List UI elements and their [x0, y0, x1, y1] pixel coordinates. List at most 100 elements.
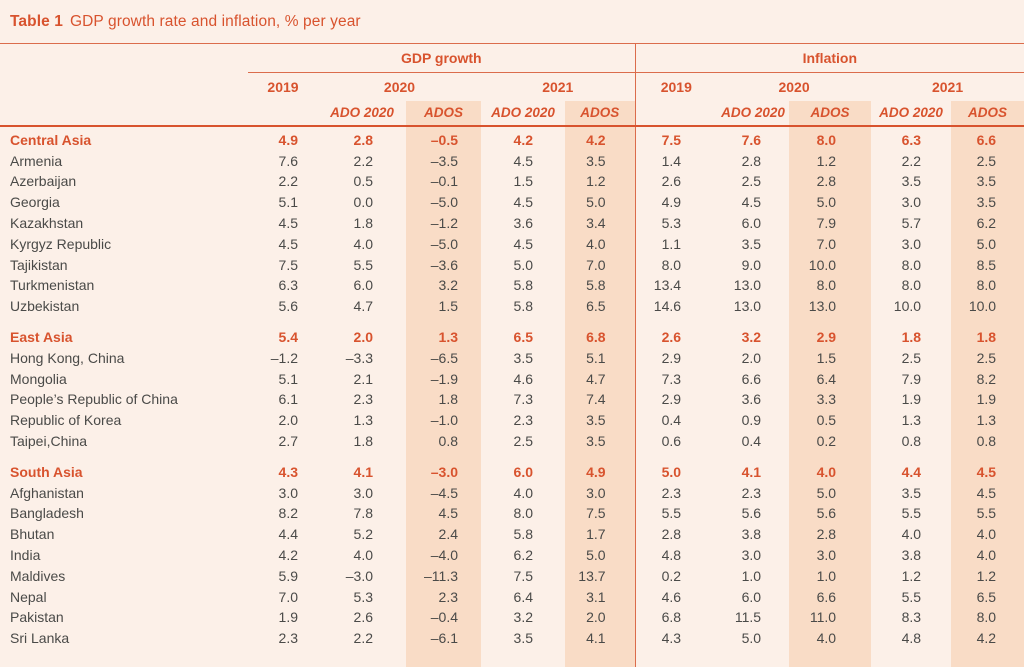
- value-cell: 1.2: [901, 567, 922, 584]
- row-label: Central Asia: [10, 131, 92, 148]
- value-cell: 14.6: [634, 295, 718, 317]
- filler-cell: [565, 648, 636, 667]
- value-cell: 6.6: [741, 370, 762, 387]
- value-cell: 7.9: [789, 212, 872, 234]
- page-title: GDP growth rate and inflation, % per yea…: [69, 13, 361, 30]
- value-cell: 0.0: [353, 194, 373, 211]
- country-row: Sri Lanka 2.3 2.2 –6.1 3.5 4.1 4.3 5.0 4.0 4.8 4.2: [0, 627, 1024, 649]
- value-cell: –1.2: [406, 212, 481, 234]
- value-cell: 4.0: [353, 235, 373, 252]
- value-cell: 4.2: [513, 131, 533, 148]
- value-cell: 5.8: [513, 526, 533, 543]
- value-cell: 6.0: [353, 277, 373, 294]
- value-cell: 3.5: [951, 171, 1024, 192]
- value-cell: 4.0: [789, 627, 872, 649]
- row-label: Afghanistan: [10, 484, 84, 501]
- value-cell: 2.8: [741, 152, 762, 169]
- value-cell: 7.5: [634, 125, 718, 151]
- country-row: People’s Republic of China 6.1 2.3 1.8 7.3 7.…: [0, 389, 1024, 410]
- value-cell: 6.2: [951, 212, 1024, 234]
- value-cell: 1.9: [901, 391, 922, 408]
- value-cell: 13.4: [634, 275, 718, 296]
- value-cell: 8.2: [278, 505, 298, 522]
- row-label: Nepal: [10, 588, 47, 605]
- value-cell: 0.8: [951, 430, 1024, 452]
- country-row: Afghanistan 3.0 3.0 –4.5 4.0 3.0 2.3 2.3 5.0 3.5 4…: [0, 482, 1024, 504]
- value-cell: 3.5: [741, 235, 762, 252]
- value-cell: 7.0: [278, 588, 298, 605]
- value-cell: 1.1: [634, 233, 718, 255]
- value-cell: –3.0: [406, 451, 481, 483]
- value-cell: 7.9: [901, 370, 922, 387]
- value-cell: 6.5: [513, 329, 533, 346]
- value-cell: 2.3: [634, 482, 718, 504]
- value-cell: 11.0: [789, 607, 872, 628]
- group-header-row: GDP growth Inflation: [0, 43, 1024, 73]
- gdp-2021-ado-header: ADO 2020: [481, 100, 565, 127]
- filler-cell: [789, 648, 872, 667]
- value-cell: 4.5: [278, 235, 298, 252]
- value-cell: 2.8: [353, 131, 373, 148]
- country-row: Azerbaijan 2.2 0.5 –0.1 1.5 1.2 2.6 2.5 2.8 3.5 3.…: [0, 171, 1024, 192]
- value-cell: –4.5: [406, 482, 481, 504]
- country-row: Armenia 7.6 2.2 –3.5 4.5 3.5 1.4 2.8 1.2 2.2 2.5: [0, 150, 1024, 172]
- value-cell: 2.5: [513, 433, 533, 450]
- gdp-2021-ados-header: ADOS: [565, 100, 636, 127]
- value-cell: 4.4: [901, 463, 922, 480]
- value-cell: 4.0: [513, 484, 533, 501]
- row-label: Bangladesh: [10, 505, 84, 522]
- value-cell: 2.5: [901, 349, 922, 366]
- value-cell: 13.7: [565, 565, 636, 587]
- value-cell: 5.8: [513, 298, 533, 315]
- row-label: People’s Republic of China: [10, 391, 178, 408]
- value-cell: 0.5: [789, 409, 872, 431]
- value-cell: 6.8: [634, 607, 718, 628]
- value-cell: 10.0: [789, 254, 872, 276]
- value-cell: 5.5: [901, 505, 922, 522]
- value-cell: 5.8: [565, 275, 636, 296]
- value-cell: 1.5: [406, 295, 481, 317]
- value-cell: 3.5: [513, 630, 533, 647]
- value-cell: 13.0: [789, 295, 872, 317]
- value-cell: 4.5: [278, 215, 298, 232]
- value-cell: 1.8: [951, 316, 1024, 348]
- value-cell: 5.5: [353, 256, 373, 273]
- empty-cell: [248, 100, 318, 127]
- inflation-group-header: Inflation: [634, 43, 1024, 73]
- corner-cell: [0, 100, 248, 127]
- table-number: Table 1: [10, 13, 63, 30]
- value-cell: 8.5: [951, 254, 1024, 276]
- row-label: Turkmenistan: [10, 277, 95, 294]
- row-label: Azerbaijan: [10, 173, 77, 190]
- country-row: Pakistan 1.9 2.6 –0.4 3.2 2.0 6.8 11.5 11.0 8.3 8.…: [0, 607, 1024, 628]
- value-cell: 2.7: [278, 433, 298, 450]
- value-cell: 6.5: [951, 586, 1024, 608]
- value-cell: 2.2: [353, 152, 373, 169]
- value-cell: 4.5: [951, 451, 1024, 483]
- value-cell: 4.8: [901, 630, 922, 647]
- value-cell: 4.0: [789, 451, 872, 483]
- value-cell: 3.0: [789, 544, 872, 566]
- value-cell: 2.2: [901, 152, 922, 169]
- value-cell: 5.0: [513, 256, 533, 273]
- value-cell: 5.0: [789, 191, 872, 213]
- value-cell: 2.6: [634, 316, 718, 348]
- value-cell: 0.6: [634, 430, 718, 452]
- value-cell: 2.2: [278, 173, 298, 190]
- filler-cell: [481, 649, 565, 667]
- filler-row: [0, 648, 1024, 667]
- row-label: Kazakhstan: [10, 215, 84, 232]
- value-cell: 7.0: [789, 233, 872, 255]
- value-cell: 6.3: [278, 277, 298, 294]
- value-cell: –0.4: [406, 607, 481, 628]
- value-cell: –3.3: [345, 349, 373, 366]
- row-label: India: [10, 547, 41, 564]
- value-cell: 2.3: [406, 586, 481, 608]
- corner-cell: [0, 43, 248, 73]
- value-cell: 5.7: [901, 215, 922, 232]
- gdp-year-2019: 2019: [267, 78, 299, 95]
- value-cell: 8.0: [901, 277, 922, 294]
- value-cell: 3.8: [741, 526, 762, 543]
- value-cell: –1.2: [270, 349, 298, 366]
- value-cell: 3.4: [565, 212, 636, 234]
